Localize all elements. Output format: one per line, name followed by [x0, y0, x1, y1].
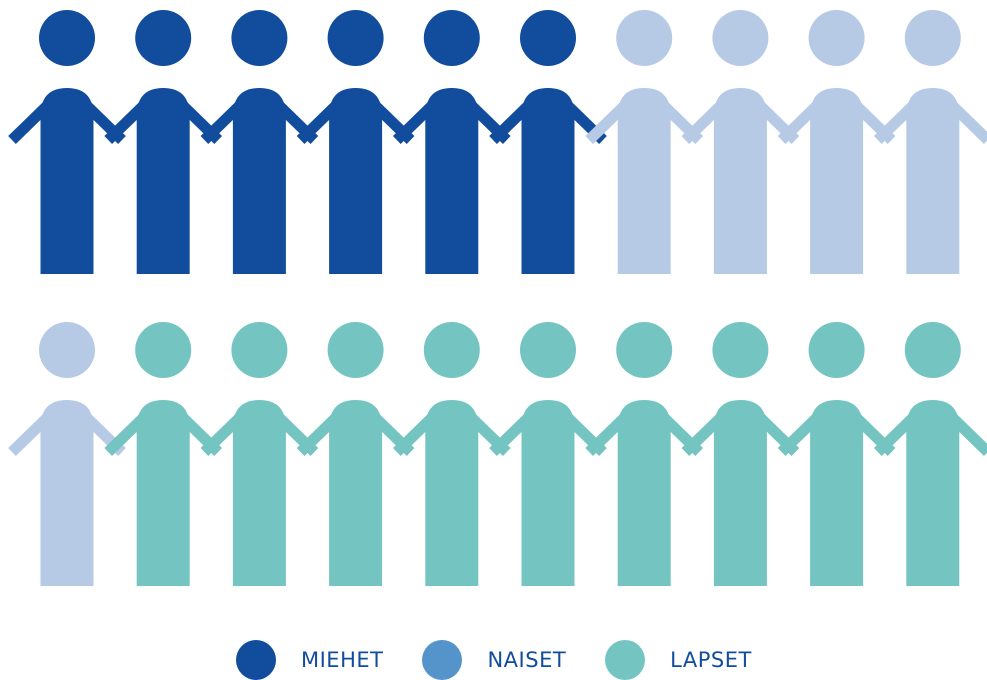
person-icon [585, 10, 704, 274]
legend-label: LAPSET [670, 648, 752, 672]
person-icon [777, 322, 896, 586]
person-icon [296, 10, 415, 274]
person-head [327, 10, 384, 66]
person-body [136, 400, 190, 586]
person-body [713, 400, 767, 586]
person-head [39, 10, 95, 66]
person-head [904, 322, 961, 378]
person-body [425, 88, 479, 274]
person-head [520, 322, 576, 378]
person-icon [296, 322, 415, 586]
person-icon [681, 322, 800, 586]
person-body [521, 88, 575, 274]
person-head [808, 10, 865, 66]
person-icon [104, 10, 223, 274]
circle-icon [605, 640, 646, 680]
person-body [617, 400, 671, 586]
circle-icon [236, 640, 276, 680]
person-icon [104, 322, 223, 586]
person-icon [8, 322, 126, 586]
pictogram-chart [8, 10, 987, 586]
person-body [521, 400, 575, 586]
person-body [40, 400, 94, 586]
person-head [616, 322, 673, 378]
person-icon [200, 10, 319, 274]
person-body [713, 88, 767, 274]
person-icon [681, 10, 800, 274]
person-head [39, 322, 95, 378]
person-head [423, 322, 480, 378]
person-body [329, 400, 383, 586]
person-icon [489, 322, 607, 586]
person-icon [873, 10, 987, 274]
person-head [712, 322, 769, 378]
person-head [135, 10, 192, 66]
person-icon [8, 10, 126, 274]
legend-item-naiset: NAISET [422, 640, 566, 680]
person-icon [585, 322, 704, 586]
person-head [327, 322, 384, 378]
person-head [520, 10, 576, 66]
person-body [40, 88, 94, 274]
person-head [616, 10, 673, 66]
person-icon [392, 322, 511, 586]
person-body [232, 400, 286, 586]
person-icon [392, 10, 511, 274]
legend-item-lapset: LAPSET [605, 640, 752, 680]
person-body [617, 88, 671, 274]
person-body [810, 400, 864, 586]
legend-label: NAISET [487, 648, 567, 672]
person-icon [777, 10, 896, 274]
legend: MIEHET NAISET LAPSET [236, 640, 791, 680]
person-icon [873, 322, 987, 586]
person-body [329, 88, 383, 274]
person-head [904, 10, 961, 66]
person-icon [489, 10, 607, 274]
person-body [906, 400, 960, 586]
legend-label: MIEHET [301, 648, 384, 672]
person-head [423, 10, 480, 66]
person-body [425, 400, 479, 586]
person-body [232, 88, 286, 274]
person-icon [200, 322, 319, 586]
person-head [712, 10, 769, 66]
person-body [136, 88, 190, 274]
person-head [231, 322, 288, 378]
legend-item-miehet: MIEHET [236, 640, 383, 680]
circle-icon [422, 640, 463, 680]
person-body [906, 88, 960, 274]
person-head [231, 10, 288, 66]
person-head [808, 322, 865, 378]
person-body [810, 88, 864, 274]
person-head [135, 322, 192, 378]
